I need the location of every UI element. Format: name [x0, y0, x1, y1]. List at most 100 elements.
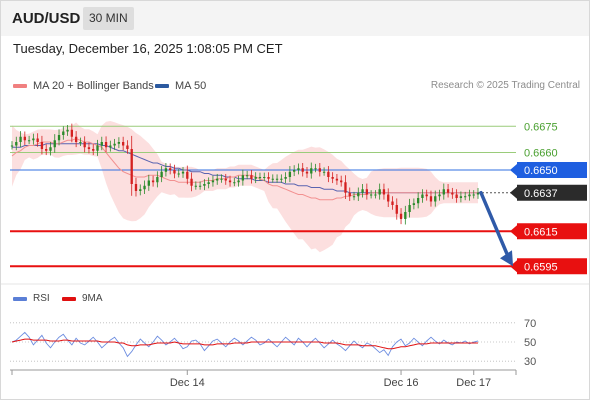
current-price-tag [517, 184, 587, 201]
candle-body-40 [181, 171, 185, 174]
candle-body-45 [203, 184, 206, 186]
candle-body-30 [139, 189, 142, 191]
current-price-label: 0.6637 [524, 188, 558, 200]
candle-body-60 [267, 177, 270, 179]
x-tick-label-1: Dec 16 [384, 377, 419, 389]
candle-89 [391, 196, 394, 210]
candle-body-51 [228, 180, 232, 183]
candle-body-42 [190, 178, 193, 186]
candle-body-86 [378, 189, 381, 195]
candle-body-26 [121, 142, 125, 146]
candle-96 [421, 189, 424, 203]
candle-body-23 [109, 145, 112, 148]
legend-rsi-label: RSI [33, 293, 50, 304]
candle-body-59 [263, 177, 266, 178]
candle-47 [211, 175, 215, 187]
candle-body-61 [271, 178, 274, 180]
legend-rsi: RSI [13, 293, 50, 304]
pair-title: AUD/USD [12, 10, 81, 27]
candle-34 [156, 171, 159, 188]
candle-15 [74, 131, 78, 148]
candle-1 [15, 136, 18, 151]
candle-43 [194, 181, 197, 190]
candle-body-70 [310, 168, 313, 174]
candle-65 [288, 166, 292, 183]
candle-84 [369, 190, 373, 199]
candle-36 [164, 163, 168, 177]
candle-104 [455, 189, 458, 203]
candle-81 [357, 187, 360, 201]
candle-25 [117, 137, 121, 149]
candle-50 [224, 173, 227, 185]
candle-body-79 [348, 192, 351, 197]
candle-body-44 [198, 185, 202, 187]
candle-88 [387, 188, 390, 208]
candle-14 [70, 123, 74, 143]
candle-57 [254, 172, 257, 184]
candle-body-91 [399, 213, 403, 219]
candle-62 [275, 174, 279, 183]
candle-body-20 [96, 145, 99, 151]
candle-92 [404, 205, 407, 225]
candle-30 [139, 184, 142, 196]
candle-body-66 [293, 170, 296, 172]
candle-body-99 [434, 196, 437, 202]
candle-91 [399, 208, 403, 225]
candle-body-8 [45, 149, 48, 151]
candle-body-15 [74, 136, 78, 142]
candle-body-52 [233, 182, 236, 184]
candle-body-31 [143, 185, 146, 190]
legend-ma50: MA 50 [155, 80, 206, 92]
candle-53 [237, 175, 240, 187]
rsi-9ma-line [11, 338, 478, 350]
candle-body-24 [113, 143, 116, 146]
candle-109 [476, 187, 480, 199]
timeframe-button[interactable]: 30 MIN [83, 7, 134, 30]
candle-56 [250, 170, 253, 184]
candle-85 [374, 190, 377, 199]
candle-body-54 [241, 175, 245, 181]
bollinger-band [12, 121, 478, 253]
candle-64 [284, 172, 287, 184]
candle-38 [173, 164, 176, 179]
candle-body-96 [421, 194, 424, 198]
candle-106 [464, 191, 467, 201]
candle-body-0 [10, 145, 14, 147]
candle-body-81 [357, 192, 360, 197]
chart-date: Tuesday, December 16, 2025 1:08:05 PM CE… [13, 41, 283, 56]
candle-97 [425, 189, 428, 201]
rsi-tick-2: 30 [524, 356, 536, 368]
candle-body-13 [66, 129, 69, 132]
legend-ma20-label: MA 20 + Bollinger Bands [33, 80, 154, 92]
legend-rsi-swatch [13, 296, 27, 301]
candle-12 [62, 126, 65, 140]
x-tick-label-2: Dec 17 [456, 377, 491, 389]
candle-80 [352, 191, 356, 201]
candle-67 [297, 163, 300, 175]
candle-33 [151, 175, 155, 187]
credit-text: Research © 2025 Trading Central [430, 80, 580, 91]
candle-body-62 [275, 178, 279, 180]
candle-body-38 [173, 170, 176, 174]
candle-18 [87, 142, 91, 154]
candle-83 [365, 183, 369, 200]
candle-body-77 [340, 180, 343, 183]
candle-body-109 [476, 192, 480, 195]
candle-body-64 [284, 177, 287, 179]
legend-ma20: MA 20 + Bollinger Bands [13, 80, 154, 92]
candle-99 [434, 190, 437, 207]
candle-13 [66, 124, 69, 136]
level-tag-3 [517, 223, 587, 240]
candle-body-12 [62, 131, 65, 135]
candle-body-87 [382, 189, 386, 195]
candle-body-25 [117, 142, 121, 144]
level-tag-4 [517, 258, 587, 275]
candle-body-2 [19, 136, 22, 142]
candle-body-29 [134, 184, 138, 191]
candle-77 [340, 175, 343, 187]
candle-3 [23, 131, 26, 145]
candle-19 [92, 144, 95, 156]
candle-body-27 [126, 145, 129, 149]
candle-72 [318, 163, 321, 177]
candle-54 [241, 169, 245, 186]
